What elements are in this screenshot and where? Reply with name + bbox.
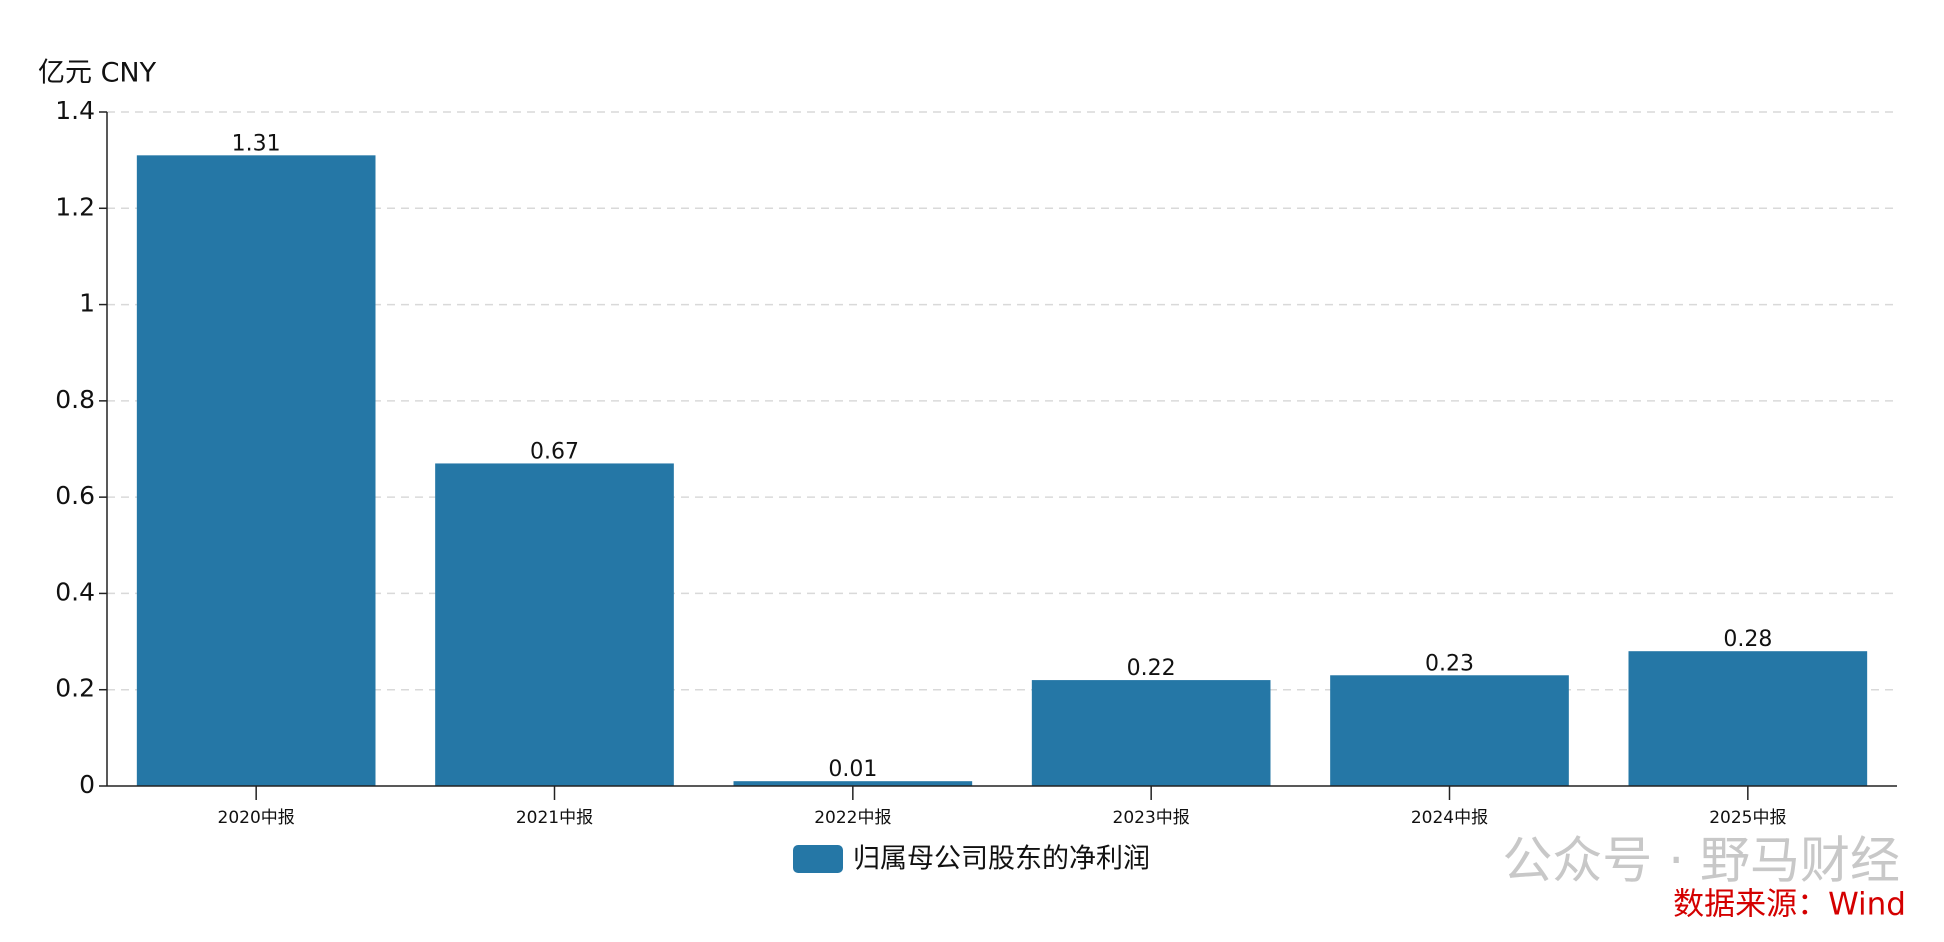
bar xyxy=(1628,651,1868,786)
data-label: 1.31 xyxy=(232,131,281,156)
data-label: 0.67 xyxy=(530,439,579,464)
x-tick-label: 2021中报 xyxy=(516,808,593,828)
data-label: 0.01 xyxy=(828,757,877,782)
y-unit: 亿元 CNY xyxy=(38,58,157,89)
bar xyxy=(136,155,376,787)
data-label: 0.22 xyxy=(1127,656,1176,681)
x-tick-label: 2025中报 xyxy=(1709,808,1786,828)
data-label: 0.28 xyxy=(1723,627,1772,652)
data-label: 0.23 xyxy=(1425,651,1474,676)
bar xyxy=(733,781,973,786)
y-tick-label: 0.6 xyxy=(55,481,95,510)
source-note: 数据来源：Wind xyxy=(1673,887,1906,923)
y-tick-label: 1 xyxy=(79,289,95,318)
y-tick-label: 1.2 xyxy=(55,192,95,221)
bar xyxy=(1031,680,1271,786)
y-tick-label: 0.8 xyxy=(55,385,95,414)
x-tick-label: 2022中报 xyxy=(814,808,891,828)
legend-swatch xyxy=(793,845,843,873)
watermark: 公众号 · 野马财经 xyxy=(1502,832,1900,890)
x-tick-label: 2023中报 xyxy=(1113,808,1190,828)
y-tick-label: 0.4 xyxy=(55,577,95,606)
legend-label: 归属母公司股东的净利润 xyxy=(853,844,1150,875)
bar xyxy=(435,463,674,786)
bar xyxy=(1330,675,1569,786)
y-tick-label: 0.2 xyxy=(55,674,95,703)
y-tick-label: 1.4 xyxy=(55,96,95,125)
x-tick-label: 2024中报 xyxy=(1411,808,1488,828)
y-tick-label: 0 xyxy=(79,770,95,799)
x-tick-label: 2020中报 xyxy=(218,808,295,828)
